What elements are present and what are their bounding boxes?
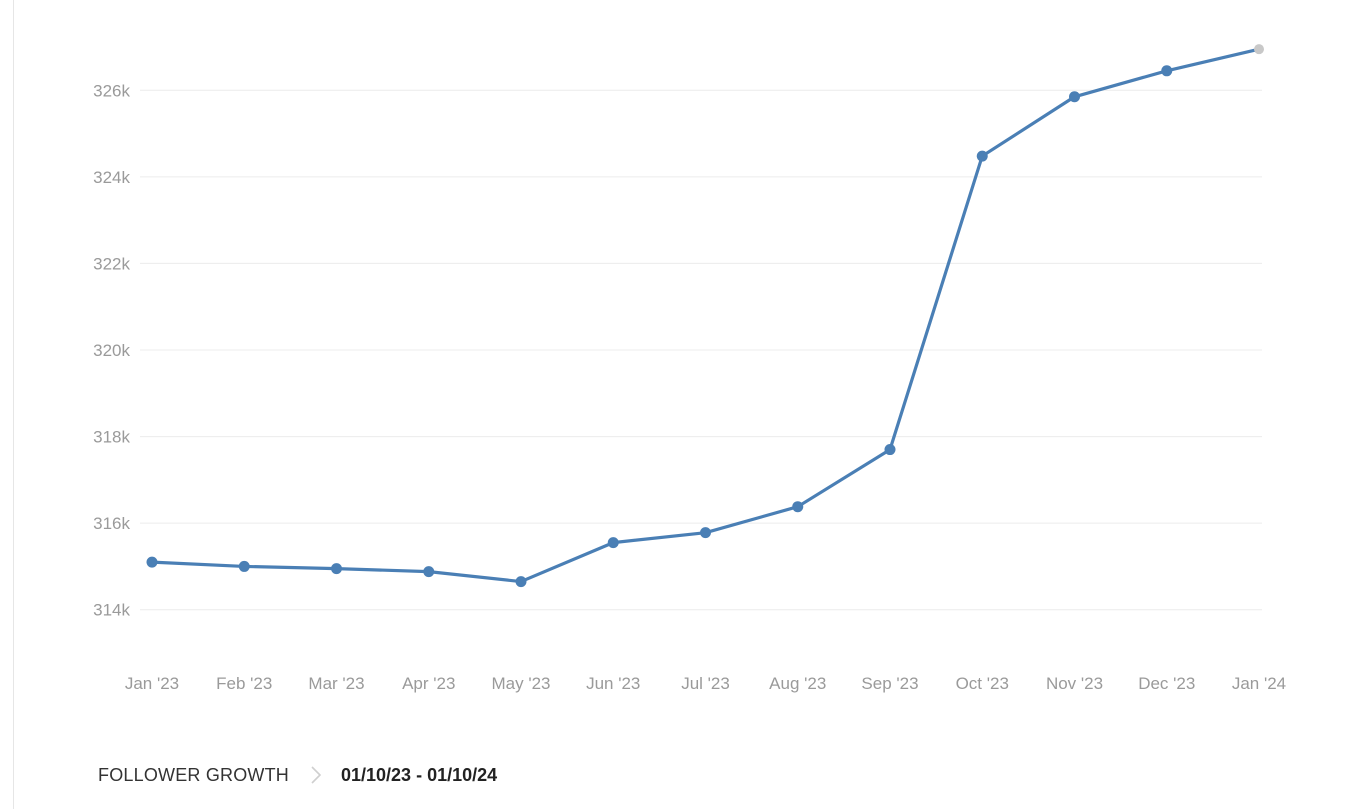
data-point[interactable]	[1069, 91, 1080, 103]
x-tick-label: Aug '23	[769, 674, 826, 693]
x-axis-ticks: Jan '23 Feb '23 Mar '23 Apr '23 May '23 Jun '…	[125, 674, 1286, 693]
y-tick-label: 318k	[93, 428, 130, 447]
x-tick-label: Jan '23	[125, 674, 179, 693]
data-point[interactable]	[331, 563, 342, 575]
data-point[interactable]	[607, 537, 619, 549]
series-line	[150, 47, 1261, 584]
chevron-right-icon[interactable]	[305, 764, 327, 786]
x-tick-label: Jan '24	[1232, 674, 1286, 693]
x-tick-label: Oct '23	[956, 674, 1009, 693]
y-tick-label: 322k	[93, 254, 130, 273]
data-point[interactable]	[976, 150, 988, 162]
data-point[interactable]	[146, 556, 158, 568]
x-tick-label: Feb '23	[216, 674, 272, 693]
date-range-label[interactable]: 01/10/23 - 01/10/24	[341, 764, 498, 785]
data-point[interactable]	[423, 566, 435, 578]
data-point[interactable]	[1161, 65, 1173, 77]
left-divider	[13, 0, 14, 809]
x-tick-label: Jun '23	[586, 674, 640, 693]
data-point[interactable]	[1254, 44, 1264, 55]
y-tick-label: 324k	[93, 168, 130, 187]
x-tick-label: Nov '23	[1046, 674, 1103, 693]
chart-section-title: FOLLOWER GROWTH	[98, 764, 289, 785]
y-tick-label: 320k	[93, 341, 130, 360]
x-tick-label: Dec '23	[1138, 674, 1195, 693]
data-point[interactable]	[884, 444, 896, 456]
gridlines	[140, 89, 1262, 611]
follower-growth-line-chart: 314k 316k 318k 320k 322k 324k 326k Jan '23 Feb …	[93, 44, 1286, 693]
x-tick-label: Jul '23	[681, 674, 730, 693]
data-point[interactable]	[792, 501, 804, 513]
x-tick-label: May '23	[492, 674, 551, 693]
data-point[interactable]	[238, 560, 250, 572]
y-tick-label: 314k	[93, 601, 130, 620]
x-tick-label: Mar '23	[308, 674, 364, 693]
chart-footer: FOLLOWER GROWTH 01/10/23 - 01/10/24	[98, 764, 497, 786]
series-followers	[146, 44, 1264, 588]
x-tick-label: Apr '23	[402, 674, 455, 693]
data-point[interactable]	[515, 576, 527, 588]
data-point[interactable]	[700, 527, 711, 539]
y-tick-label: 316k	[93, 514, 130, 533]
y-tick-label: 326k	[93, 81, 130, 100]
x-tick-label: Sep '23	[861, 674, 918, 693]
y-axis-ticks: 314k 316k 318k 320k 322k 324k 326k	[93, 81, 130, 619]
